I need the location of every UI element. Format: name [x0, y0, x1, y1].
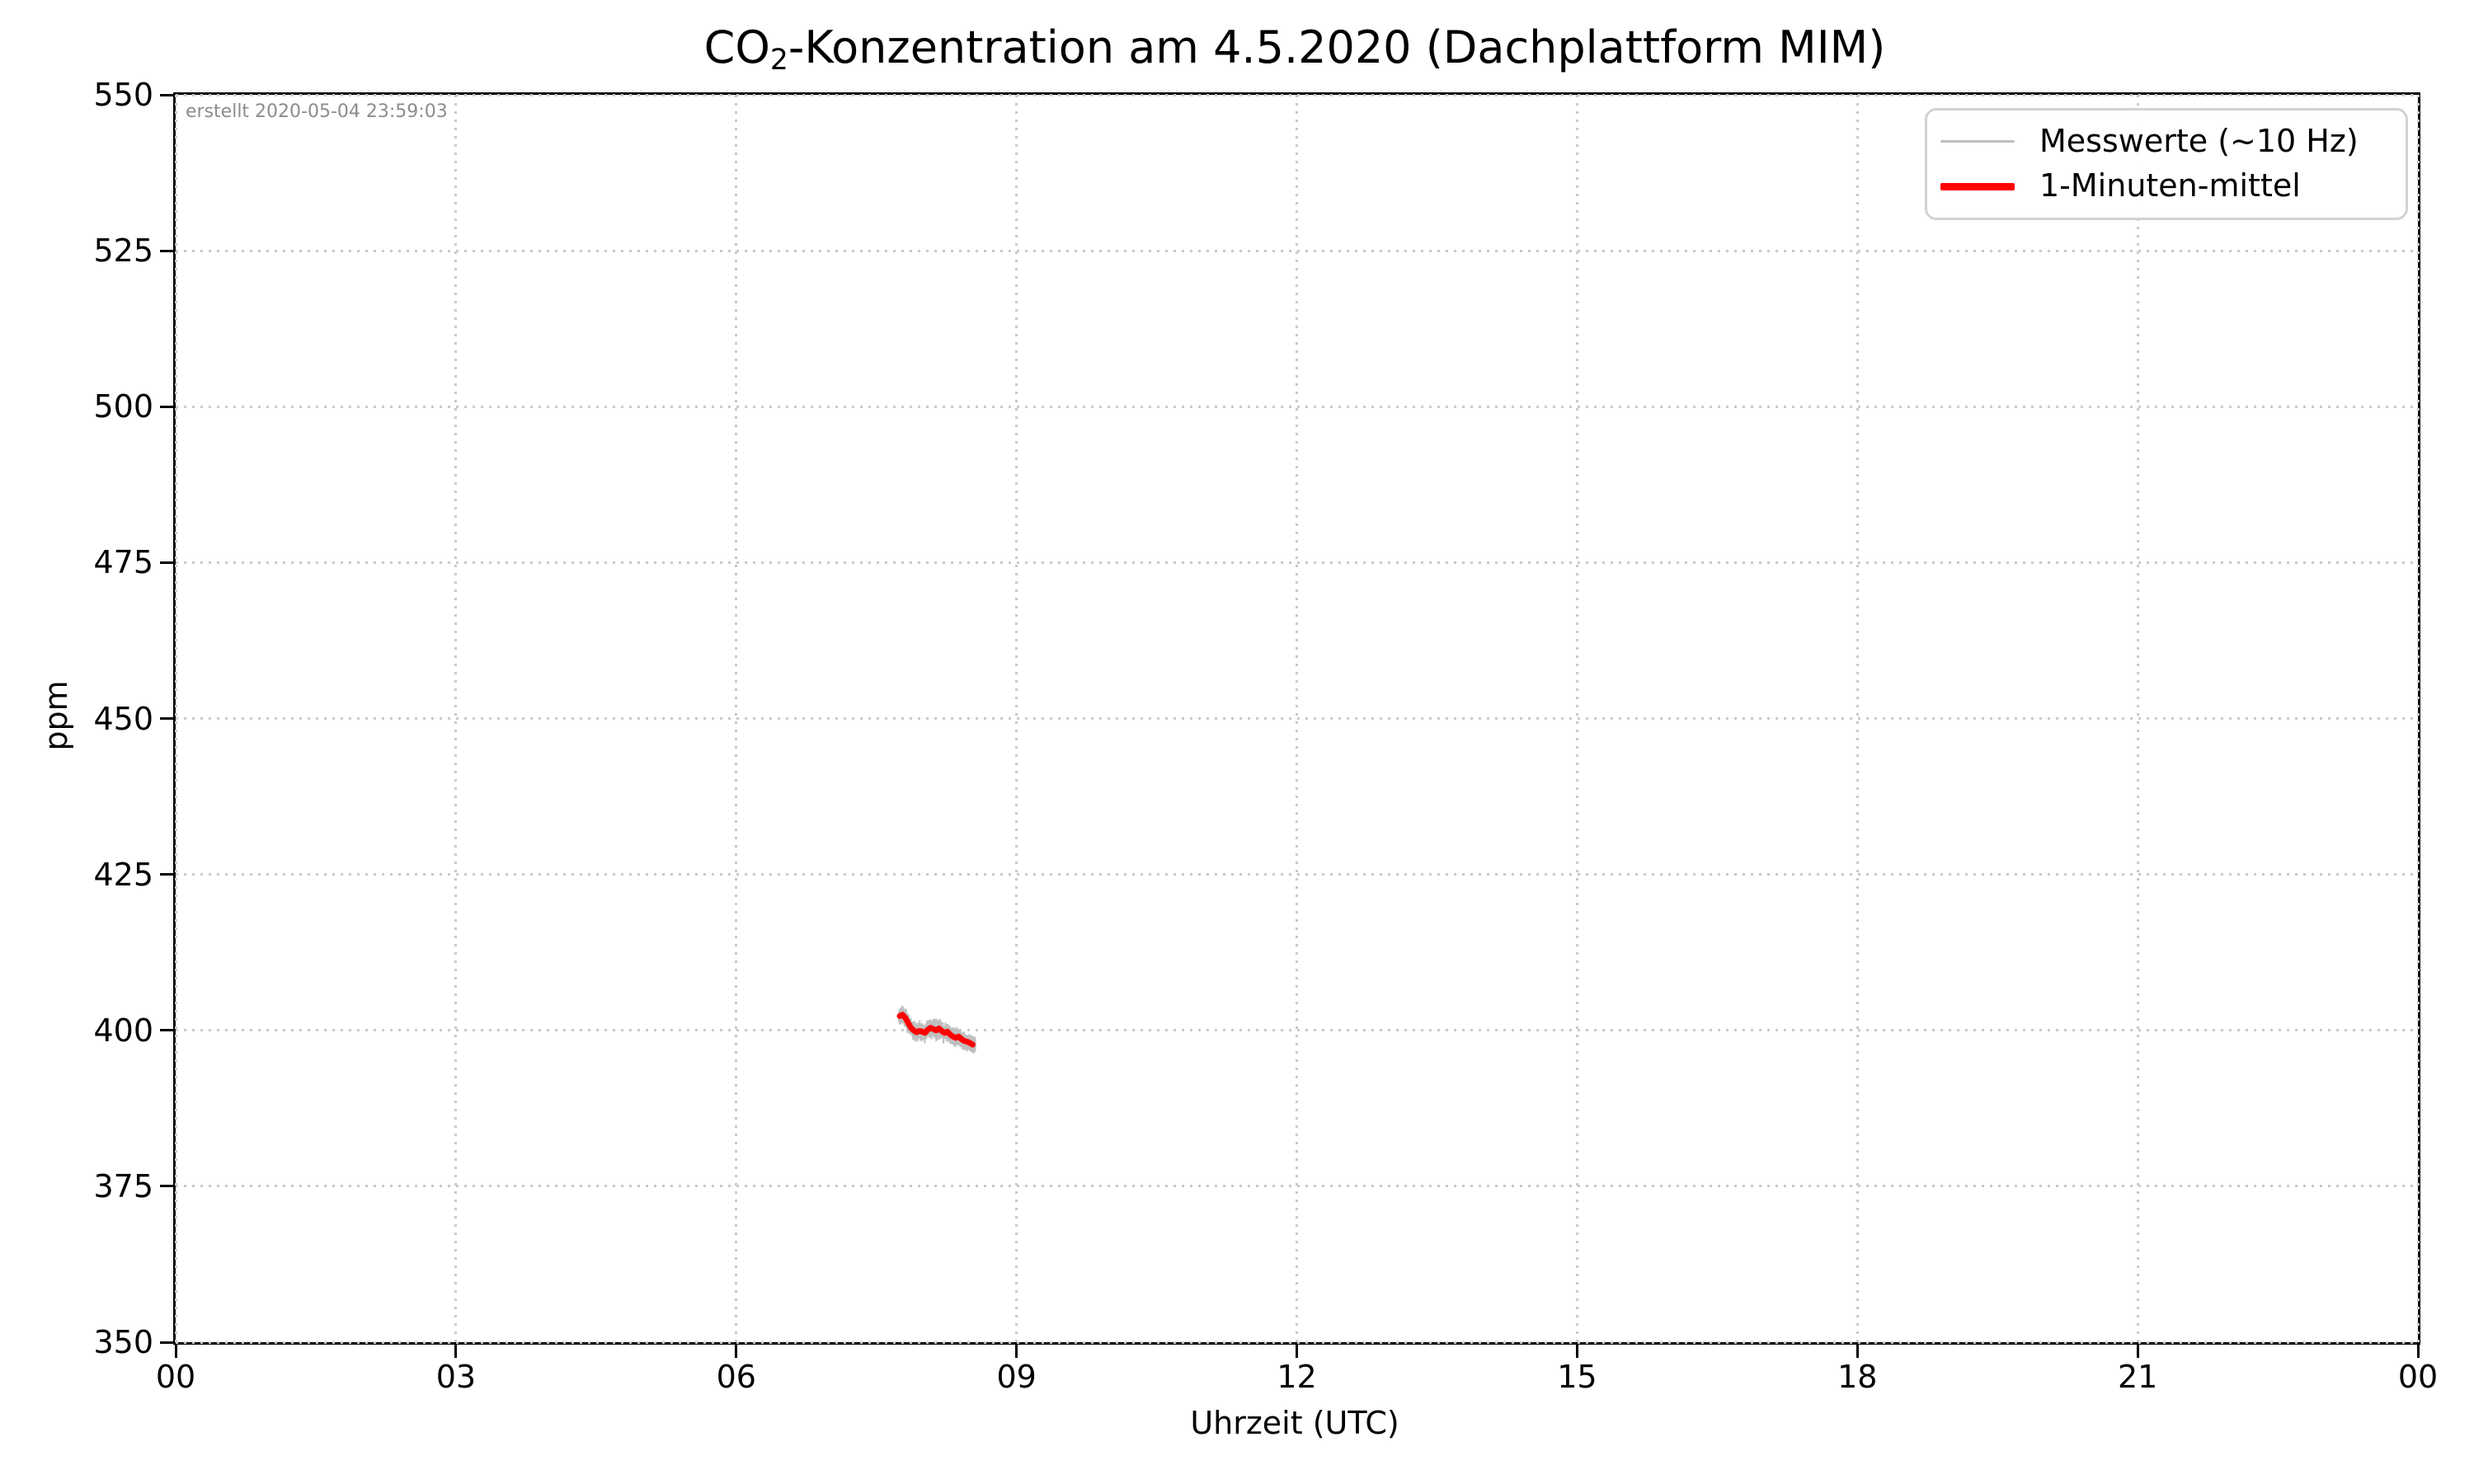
- x-tick-mark: [1296, 1345, 1298, 1358]
- gridline-vertical: [735, 95, 738, 1342]
- y-tick-mark: [160, 93, 173, 96]
- x-tick-mark: [735, 1345, 738, 1358]
- x-tick-mark: [1015, 1345, 1018, 1358]
- x-tick-label: 06: [716, 1359, 756, 1395]
- gridline-vertical: [2136, 95, 2139, 1342]
- x-tick-label: 15: [1557, 1359, 1597, 1395]
- y-axis-label: ppm: [38, 680, 74, 751]
- chart-title-subscript: 2: [769, 43, 788, 77]
- gridline-horizontal: [176, 1341, 2418, 1344]
- x-tick-label: 12: [1277, 1359, 1317, 1395]
- y-tick-label: 400: [93, 1012, 153, 1049]
- x-tick-mark: [1575, 1345, 1578, 1358]
- chart-title-suffix: -Konzentration am 4.5.2020 (Dachplattfor…: [788, 21, 1886, 73]
- gridline-vertical: [174, 95, 177, 1342]
- y-tick-mark: [160, 249, 173, 252]
- x-tick-label: 21: [2117, 1359, 2158, 1395]
- x-tick-mark: [2136, 1345, 2139, 1358]
- gridline-vertical: [1575, 95, 1578, 1342]
- chart-title-prefix: CO: [703, 21, 770, 73]
- x-tick-label: 03: [435, 1359, 477, 1395]
- legend-line-sample: [1940, 182, 2015, 190]
- gridline-vertical: [1856, 95, 1859, 1342]
- y-tick-label: 450: [93, 700, 153, 737]
- legend-item-label: 1-Minuten-mittel: [2039, 167, 2301, 204]
- legend-line-sample: [1940, 140, 2015, 143]
- y-tick-label: 375: [93, 1167, 153, 1205]
- y-tick-mark: [160, 717, 173, 720]
- legend-item-label: Messwerte (~10 Hz): [2039, 122, 2359, 159]
- x-axis-label: Uhrzeit (UTC): [1190, 1405, 1399, 1441]
- gridline-vertical: [1296, 95, 1298, 1342]
- gridline-vertical: [454, 95, 458, 1342]
- y-tick-label: 500: [93, 388, 153, 425]
- y-tick-label: 425: [93, 856, 153, 893]
- x-tick-label: 09: [996, 1359, 1037, 1395]
- y-tick-mark: [160, 873, 173, 876]
- y-tick-mark: [160, 1029, 173, 1032]
- legend-item: 1-Minuten-mittel: [1927, 169, 2406, 204]
- created-timestamp: erstellt 2020-05-04 23:59:03: [186, 101, 448, 122]
- data-traces: [896, 1005, 976, 1054]
- y-tick-mark: [160, 1185, 173, 1188]
- y-tick-mark: [160, 561, 173, 564]
- one-minute-mean-trace: [896, 1012, 976, 1048]
- x-tick-label: 00: [2397, 1359, 2439, 1395]
- y-tick-label: 475: [93, 544, 153, 581]
- legend-item: Messwerte (~10 Hz): [1927, 124, 2406, 159]
- gridline-vertical: [1015, 95, 1018, 1342]
- y-tick-mark: [160, 405, 173, 408]
- x-tick-mark: [454, 1345, 458, 1358]
- plot-area: erstellt 2020-05-04 23:59:03 Messwerte (…: [173, 92, 2420, 1345]
- x-tick-mark: [174, 1345, 177, 1358]
- x-tick-mark: [2416, 1345, 2420, 1358]
- x-tick-mark: [1856, 1345, 1859, 1358]
- legend: Messwerte (~10 Hz) 1-Minuten-mittel: [1925, 108, 2408, 220]
- gridline-vertical: [2416, 95, 2420, 1342]
- y-tick-mark: [160, 1341, 173, 1344]
- y-tick-label: 525: [93, 232, 153, 270]
- y-tick-label: 350: [93, 1324, 153, 1360]
- x-tick-label: 18: [1837, 1359, 1878, 1395]
- y-tick-label: 550: [93, 77, 153, 113]
- chart-title: CO2-Konzentration am 4.5.2020 (Dachplatt…: [704, 26, 1886, 74]
- x-tick-label: 00: [155, 1359, 196, 1395]
